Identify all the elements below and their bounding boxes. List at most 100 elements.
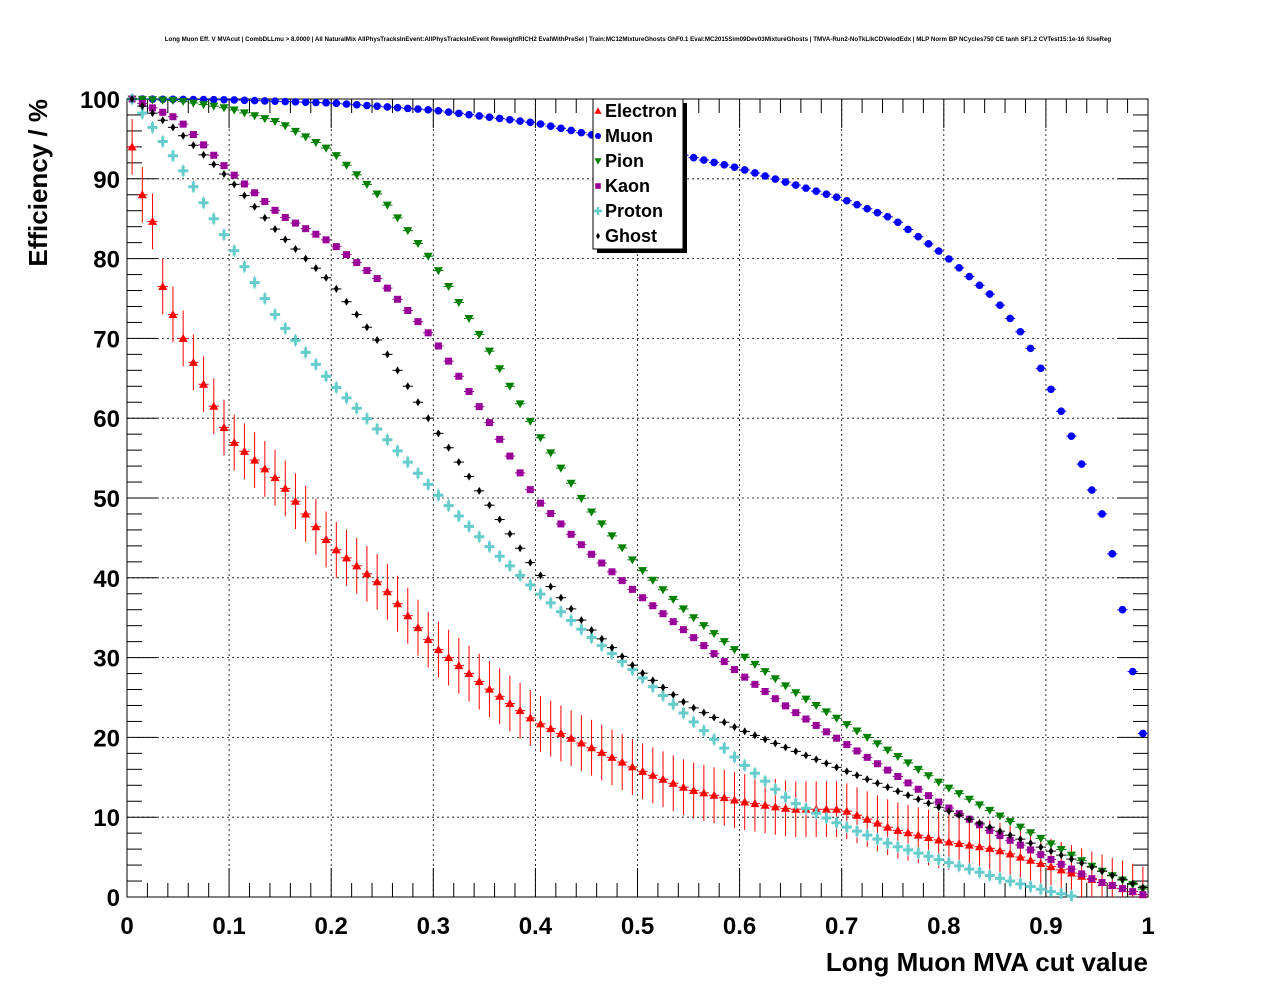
electron-point [975,842,985,851]
ghost-point [1038,843,1044,852]
ghost-point [476,486,482,495]
muon-point [230,96,239,104]
pion-point [209,102,219,111]
pion-point [923,772,933,781]
electron-point [893,825,903,834]
proton-point [351,403,362,414]
proton-point [933,854,944,865]
proton-point [525,579,536,590]
legend-entry-proton: Proton [594,201,663,221]
electron-point [250,455,260,464]
electron-point [1046,862,1056,871]
proton-point [658,690,669,701]
kaon-point [557,520,565,528]
ghost-point [997,827,1003,836]
electron-point [464,669,474,678]
proton-point [913,848,924,859]
proton-point [1066,890,1077,901]
kaon-point [1088,875,1096,883]
series-kaon [127,95,1148,899]
ghost-point [415,398,421,407]
proton-point [841,822,852,833]
proton-point [811,808,822,819]
proton-point [923,851,934,862]
muon-point [567,126,575,135]
kaon-point [434,342,442,350]
proton-point [218,229,229,240]
proton-point [831,817,842,828]
muon-point [546,122,555,130]
proton-point [964,864,975,875]
electron-point [576,738,586,747]
kaon-point [1006,836,1014,844]
legend-entry-ghost: Ghost [596,226,657,246]
ghost-point [793,747,799,756]
pion-point [331,152,341,161]
pion-point [944,784,954,793]
ghost-point [466,472,472,481]
muon-point [700,156,708,164]
electron-point [270,473,280,482]
electron-point [229,438,239,447]
proton-point [892,841,903,852]
proton-point [300,347,311,358]
kaon-point [567,530,575,538]
ghost-point [885,783,891,792]
electron-point [301,509,311,518]
ghost-point [854,771,860,780]
proton-point [617,656,628,667]
ghost-point [680,697,686,706]
proton-point [627,664,638,675]
muon-point [352,100,361,109]
electron-point [740,797,750,806]
proton-point [872,834,883,845]
kaon-point [588,550,596,558]
proton-point [433,490,444,501]
kaon-point [618,577,626,585]
legend-label-muon: Muon [605,126,653,146]
muon-point [271,97,279,106]
legend-label-ghost: Ghost [605,226,657,246]
kaon-point [659,610,667,618]
proton-point [954,860,965,871]
muon-point [1026,344,1035,353]
proton-point [1035,884,1046,895]
electron-point [566,733,576,742]
electron-point [1056,865,1066,874]
muon-point [557,124,565,133]
ghost-point [333,284,339,293]
proton-point [239,261,250,272]
pion-point [321,144,331,153]
ghost-point [956,811,962,820]
legend-entry-muon: Muon [594,126,653,146]
kaon-point [200,141,208,149]
proton-point [1005,876,1016,887]
muon-point [322,99,330,107]
proton-point [821,812,832,823]
muon-point [373,102,381,111]
ghost-point [272,225,278,234]
y-tick-label: 20 [93,725,120,752]
kaon-point [363,267,371,275]
electron-point [923,833,933,842]
muon-point [955,263,963,272]
proton-point [852,826,863,837]
ghost-point [711,713,717,722]
pion-point [525,417,535,426]
ghost-point [497,515,503,524]
proton-point [443,500,454,511]
kaon-point [812,721,820,729]
muon-point [1036,364,1045,373]
proton-point [535,589,546,600]
electron-point [995,846,1005,855]
kaon-point [639,594,647,602]
ghost-point [783,743,789,752]
pion-point [454,298,464,307]
ghost-point [241,191,247,200]
pion-point [689,614,699,623]
ghost-point [1099,867,1105,876]
proton-point [729,751,740,762]
electron-point [648,770,658,779]
ghost-point [282,235,288,244]
proton-point [310,359,321,370]
